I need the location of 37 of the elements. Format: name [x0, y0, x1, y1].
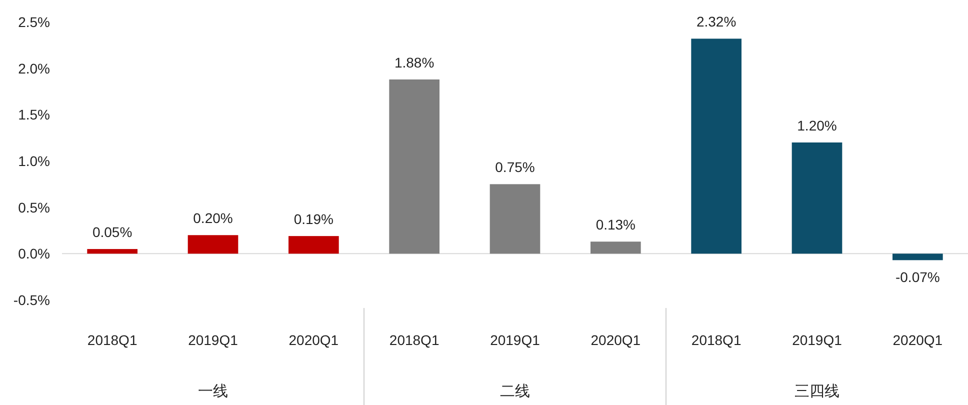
bar: [87, 249, 138, 254]
x-tick-label: 2020Q1: [288, 332, 339, 348]
x-tick-label: 2020Q1: [590, 332, 641, 348]
y-tick-label: 2.0%: [18, 60, 50, 76]
bar: [188, 235, 238, 254]
x-tick-label: 2018Q1: [87, 332, 138, 348]
data-label: 0.19%: [294, 211, 334, 228]
data-label: 1.88%: [394, 54, 434, 70]
text: 一线: [198, 383, 228, 400]
data-label: 2.32%: [696, 14, 736, 30]
x-tick-label: 2018Q1: [691, 332, 742, 348]
data-label: 1.20%: [797, 117, 837, 134]
x-tick-label: 2019Q1: [188, 332, 238, 348]
y-tick-label: -0.5%: [13, 292, 50, 308]
x-tick-label: 2019Q1: [792, 332, 842, 348]
data-label: 0.13%: [596, 216, 636, 233]
y-tick-label: 0.5%: [18, 199, 50, 216]
bar: [892, 254, 943, 260]
y-tick-label: 0.0%: [18, 246, 50, 262]
bar: [590, 242, 641, 254]
bar: [792, 142, 842, 254]
y-tick-label: 1.0%: [18, 153, 50, 169]
bar: [288, 236, 339, 254]
x-tick-label: 2020Q1: [892, 332, 943, 348]
data-label: -0.07%: [895, 269, 940, 286]
data-label: 0.75%: [495, 159, 535, 176]
text: 二线: [500, 383, 530, 400]
x-tick-label: 2018Q1: [389, 332, 440, 348]
y-tick-label: 2.5%: [18, 14, 50, 30]
data-label: 0.20%: [193, 210, 233, 226]
x-tick-label: 2019Q1: [490, 332, 540, 348]
data-label: 0.05%: [92, 224, 132, 240]
bar: [691, 38, 742, 254]
text: 三四线: [794, 383, 840, 400]
y-tick-label: 1.5%: [18, 106, 50, 123]
bar: [389, 79, 440, 254]
bar: [490, 184, 540, 254]
